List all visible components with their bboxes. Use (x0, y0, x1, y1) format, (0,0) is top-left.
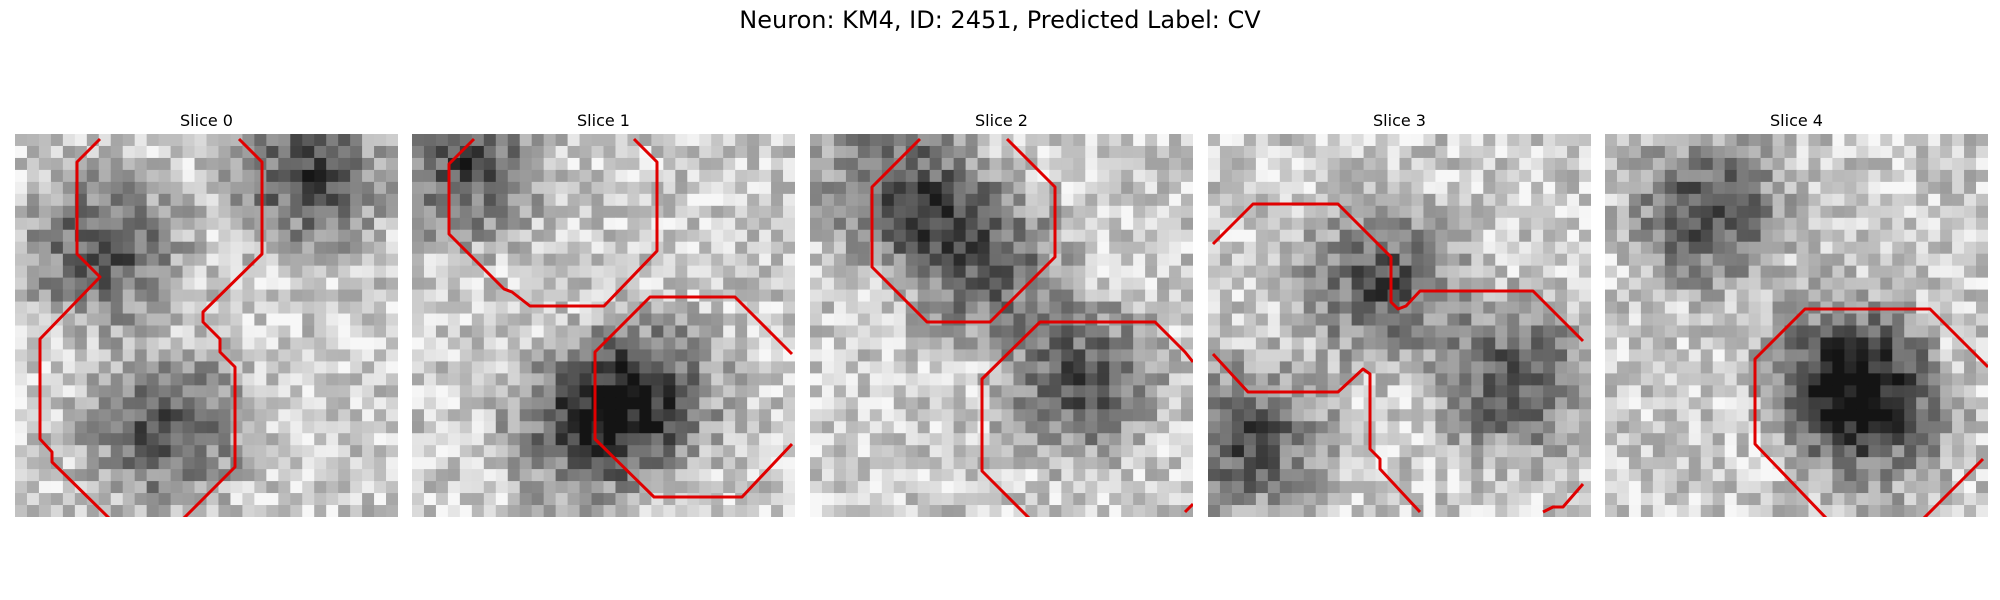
slice-image-2 (810, 134, 1193, 517)
roi-contour (1922, 457, 1985, 517)
slice-title-2: Slice 2 (975, 111, 1028, 130)
slice-image-1 (412, 134, 795, 517)
slice-title-3: Slice 3 (1373, 111, 1426, 130)
roi-contours-4 (1753, 307, 1988, 517)
slice-image-3 (1208, 134, 1591, 517)
roi-contour (447, 137, 659, 308)
slice-panel-4: Slice 4 (1605, 108, 1988, 517)
roi-contour (870, 137, 1057, 324)
roi-contour (1211, 202, 1585, 343)
roi-contours-2 (870, 137, 1193, 517)
roi-contour (38, 137, 264, 517)
roi-contours-1 (447, 137, 794, 499)
roi-contour (1753, 307, 1988, 517)
roi-contour (980, 320, 1193, 517)
slice-panel-1: Slice 1 (412, 108, 795, 517)
roi-contour (1183, 502, 1193, 514)
roi-contour (593, 295, 794, 499)
figure-title: Neuron: KM4, ID: 2451, Predicted Label: … (739, 6, 1261, 34)
slice-title-0: Slice 0 (180, 111, 233, 130)
slice-title-4: Slice 4 (1770, 111, 1823, 130)
slice-panel-0: Slice 0 (15, 108, 398, 517)
slice-panel-3: Slice 3 (1208, 108, 1591, 517)
slice-panel-2: Slice 2 (810, 108, 1193, 517)
roi-contours-0 (38, 137, 264, 517)
slice-image-0 (15, 134, 398, 517)
roi-contours-3 (1211, 202, 1585, 514)
slice-image-4 (1605, 134, 1988, 517)
roi-contour (1211, 352, 1422, 514)
slice-title-1: Slice 1 (577, 111, 630, 130)
roi-contour (1542, 483, 1585, 514)
